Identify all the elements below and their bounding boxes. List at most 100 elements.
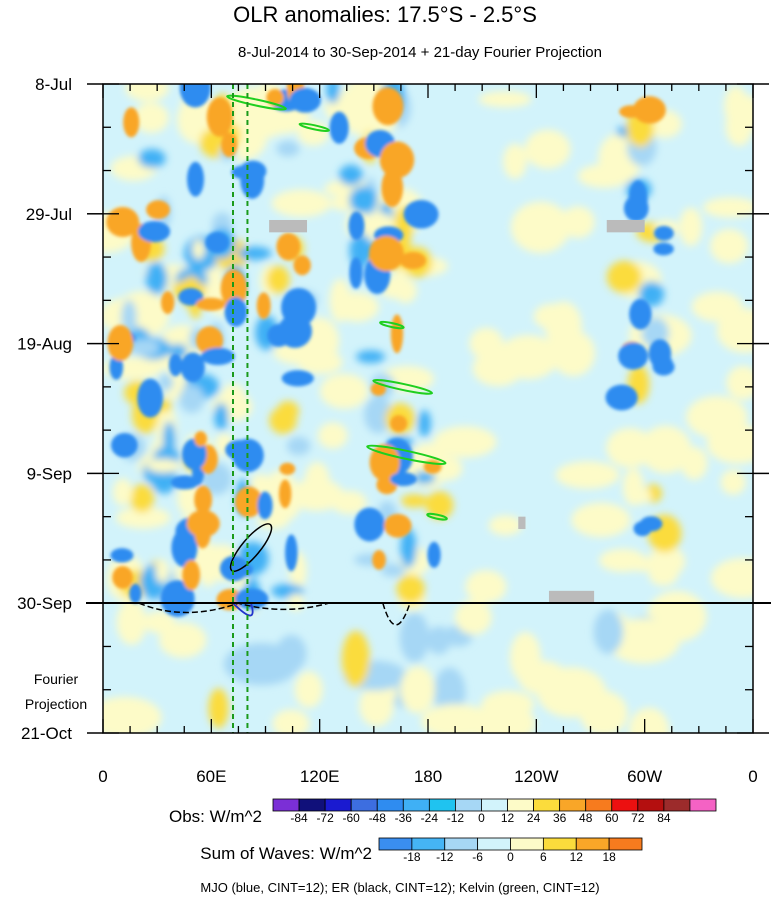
positive-anomaly xyxy=(629,557,654,572)
waves-colorbar: -18 -12 -6 0 6 12 18 xyxy=(378,837,643,864)
x-tick-label: 180 xyxy=(414,767,442,786)
projection-positive xyxy=(341,630,370,687)
negative-anomaly xyxy=(349,186,378,214)
projection-patch xyxy=(421,703,491,733)
negative-anomaly xyxy=(129,583,142,604)
negative-anomaly xyxy=(356,350,386,364)
x-tick-label: 60W xyxy=(627,767,662,786)
colorbar-level-label: -12 xyxy=(436,850,454,864)
anomaly-patch xyxy=(561,206,595,239)
colorbar-swatch xyxy=(533,798,561,812)
missing-data-box xyxy=(548,590,595,604)
y-tick-label: 29-Jul xyxy=(26,205,72,224)
anomaly-cores xyxy=(106,84,675,617)
negative-anomaly xyxy=(158,373,174,392)
positive-anomaly xyxy=(276,232,301,261)
positive-anomaly xyxy=(394,267,407,286)
anomaly-patch xyxy=(691,291,743,322)
colorbar-swatch xyxy=(585,798,613,812)
positive-anomaly xyxy=(196,297,226,311)
projection-label-line1: Fourier xyxy=(34,671,79,687)
anomaly-patch xyxy=(478,91,532,108)
colorbar-swatch xyxy=(378,837,413,851)
anomaly-patch xyxy=(433,426,497,458)
projection-negative xyxy=(426,626,451,655)
positive-anomaly xyxy=(369,444,400,482)
anomaly-patch xyxy=(271,189,332,218)
colorbar-level-label: -24 xyxy=(421,811,439,825)
negative-anomaly xyxy=(628,180,648,220)
positive-anomaly xyxy=(133,102,169,133)
colorbar-swatch xyxy=(376,798,404,812)
x-tick-label: 0 xyxy=(748,767,757,786)
negative-anomaly xyxy=(633,521,652,537)
negative-anomaly xyxy=(276,140,300,157)
positive-anomaly xyxy=(400,494,429,508)
negative-anomaly xyxy=(214,402,229,431)
colorbar-level-label: 18 xyxy=(602,850,616,864)
projection-patch xyxy=(400,666,436,714)
colorbar-level-label: -60 xyxy=(343,811,361,825)
missing-data-box xyxy=(269,219,308,233)
x-tick-label: 60E xyxy=(196,767,226,786)
negative-anomaly xyxy=(257,491,273,520)
negative-anomaly xyxy=(326,84,340,104)
positive-anomaly xyxy=(372,550,386,570)
dashed-reference-lines xyxy=(232,84,249,733)
kelvin-contour xyxy=(372,378,434,395)
negative-anomaly xyxy=(286,436,311,456)
colorbar-swatch xyxy=(428,798,456,812)
obs-colorbar: -84 -72 -60 -48 -36 -24 -12 0 12 24 36 48 60 72 84 xyxy=(272,798,717,825)
anomaly-patch xyxy=(465,570,507,604)
colorbar-level-label: 48 xyxy=(579,811,593,825)
er-contour xyxy=(382,602,411,626)
negative-anomaly xyxy=(111,433,138,458)
colorbar-level-label: 84 xyxy=(657,811,671,825)
positive-anomaly xyxy=(396,574,425,604)
negative-anomaly xyxy=(427,541,441,568)
negative-anomaly xyxy=(110,548,134,563)
projection-patch xyxy=(116,599,147,645)
positive-anomaly xyxy=(220,269,248,308)
negative-anomaly xyxy=(418,410,431,438)
anomaly-patch xyxy=(225,111,287,140)
colorbar-swatch xyxy=(481,798,508,812)
anomaly-patch xyxy=(680,446,708,480)
colorbar-level-label: 12 xyxy=(570,850,584,864)
projection-patch xyxy=(628,707,670,733)
colorbar-swatch xyxy=(477,837,511,851)
wave-contours xyxy=(138,94,448,626)
negative-anomaly xyxy=(354,507,385,542)
colorbar-level-label: -36 xyxy=(395,811,413,825)
negative-anomaly xyxy=(400,528,417,568)
anomaly-patch xyxy=(710,557,753,599)
positive-anomaly xyxy=(235,486,263,518)
projection-patch xyxy=(579,690,628,733)
negative-anomaly xyxy=(629,298,652,330)
negative-anomaly xyxy=(403,200,439,229)
colorbar-level-label: -6 xyxy=(472,850,483,864)
y-tick-label: 8-Jul xyxy=(35,75,72,94)
positive-anomaly xyxy=(220,383,247,414)
negative-anomaly xyxy=(186,161,205,197)
negative-anomaly xyxy=(145,262,168,295)
positive-anomaly xyxy=(196,326,224,355)
projection-patch xyxy=(593,609,624,654)
missing-data-box xyxy=(518,516,526,530)
negative-anomaly xyxy=(170,475,199,490)
negative-anomaly xyxy=(653,225,674,241)
colorbar-swatch xyxy=(507,798,534,812)
negative-anomaly xyxy=(224,297,248,327)
projection-patch xyxy=(399,612,430,663)
colorbar-level-label: 0 xyxy=(507,850,514,864)
anomaly-patch xyxy=(551,330,596,377)
colorbar-level-label: -84 xyxy=(290,811,308,825)
anomaly-patch xyxy=(639,425,692,474)
positive-anomaly xyxy=(129,484,155,513)
anomaly-patch xyxy=(334,292,379,322)
anomaly-patch xyxy=(297,350,343,375)
positive-anomaly xyxy=(390,314,404,354)
positive-anomaly xyxy=(216,589,244,611)
negative-anomaly xyxy=(168,353,183,377)
